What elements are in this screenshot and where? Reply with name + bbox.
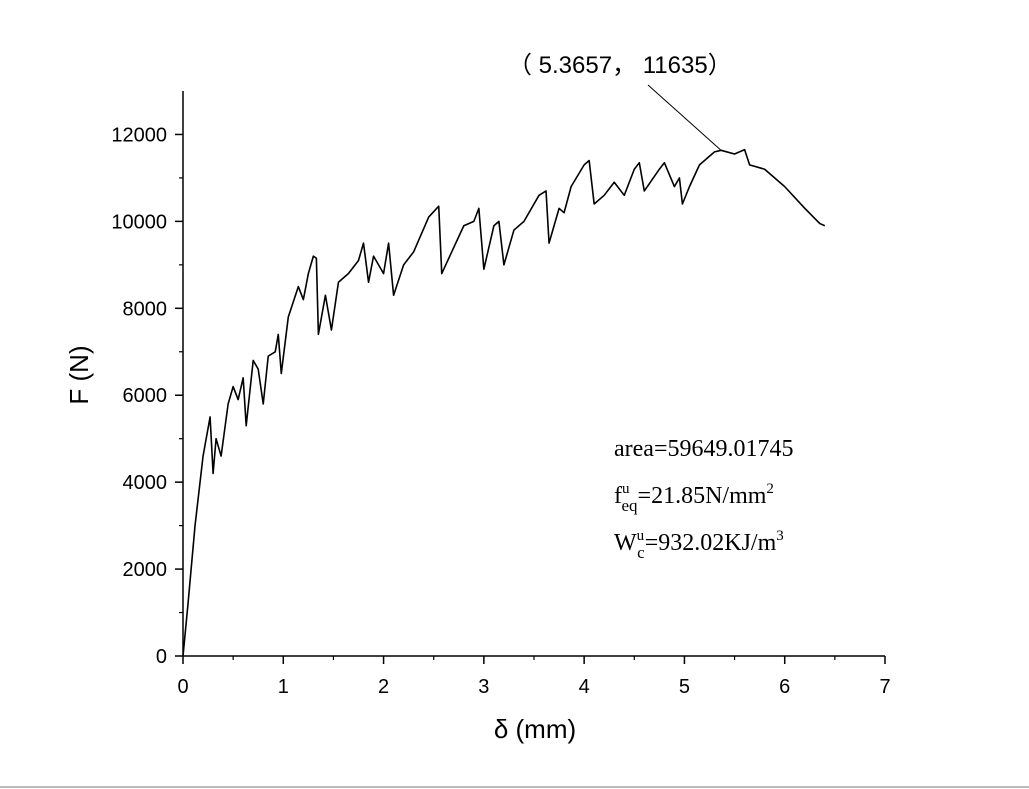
stat-sub: eq — [622, 496, 639, 515]
stat-sup: u — [637, 528, 645, 544]
stat-rest-sup: 2 — [766, 481, 774, 497]
y-tick-label: 8000 — [123, 298, 168, 320]
stat-text: fu eq=21.85N/mm2 — [614, 481, 774, 515]
stat-sup: u — [622, 481, 630, 497]
y-tick-label: 12000 — [111, 124, 167, 146]
y-tick-label: 10000 — [111, 211, 167, 233]
peak-label: （ 5.3657， 11635） — [508, 52, 732, 79]
y-tick-label: 2000 — [123, 559, 168, 581]
x-tick-label: 1 — [278, 676, 289, 698]
y-tick-label: 0 — [156, 646, 167, 668]
x-tick-label: 3 — [478, 676, 489, 698]
y-axis-label: F (N) — [64, 345, 94, 404]
y-tick-label: 6000 — [123, 385, 168, 407]
x-tick-label: 0 — [177, 676, 188, 698]
stat-base: W — [614, 530, 637, 556]
x-axis-label: δ (mm) — [494, 714, 576, 744]
stat-sub: c — [637, 543, 645, 562]
stat-base: f — [614, 483, 622, 509]
stat-text: Wu c=932.02KJ/m3 — [614, 528, 784, 562]
x-tick-label: 6 — [779, 676, 790, 698]
stat-rest: =21.85N/mm — [638, 483, 767, 509]
stat-text: area=59649.01745 — [614, 436, 793, 462]
data-line — [182, 148, 826, 657]
x-tick-label: 2 — [378, 676, 389, 698]
stat-rest-sup: 3 — [776, 528, 784, 544]
y-tick-label: 4000 — [123, 472, 168, 494]
peak-leader — [647, 84, 722, 151]
x-tick-label: 4 — [579, 676, 590, 698]
x-tick-label: 7 — [879, 676, 890, 698]
stat-base: area=59649.01745 — [614, 436, 793, 462]
x-tick-label: 5 — [679, 676, 690, 698]
stat-rest: =932.02KJ/m — [645, 530, 777, 556]
